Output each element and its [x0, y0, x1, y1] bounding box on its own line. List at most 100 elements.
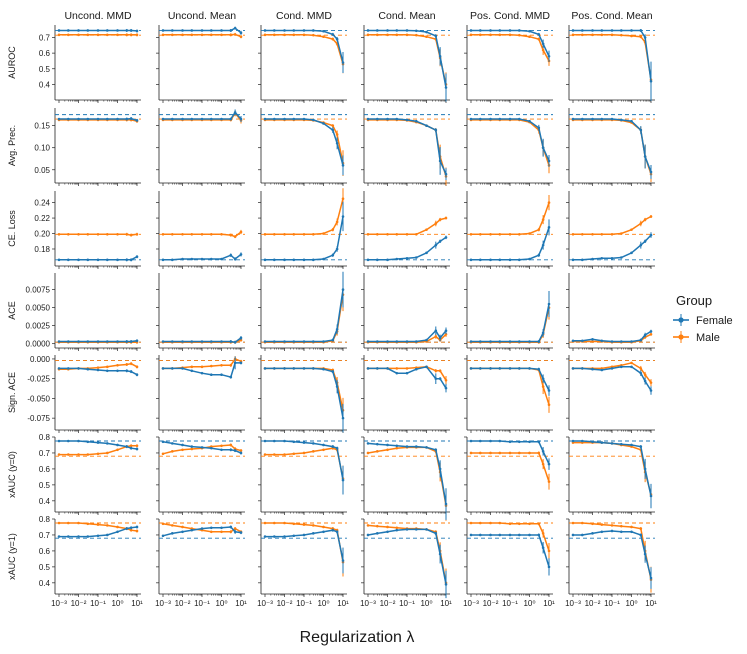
data-point-female — [528, 367, 531, 370]
data-point-female — [331, 370, 335, 373]
panel-avg-prec-pos-cond-mean — [566, 108, 655, 186]
data-point-male — [335, 133, 339, 136]
data-point-female — [415, 256, 418, 259]
series-line-female — [59, 256, 138, 261]
series-line-female — [368, 365, 447, 389]
data-point-male — [649, 381, 653, 384]
data-point-female — [106, 369, 109, 373]
panel-avg-prec-cond-mean — [361, 108, 450, 186]
x-tick-label: 10⁻¹ — [296, 599, 312, 608]
data-point-female — [220, 117, 223, 121]
panel-xauc-y-1-pos-cond-mean: 10⁻³ 10⁻² 10⁻¹ 10⁰ 10¹ — [565, 518, 657, 608]
data-point-female — [438, 239, 442, 243]
data-point-female — [434, 329, 438, 332]
data-point-female — [537, 340, 541, 343]
data-point-male — [508, 451, 512, 455]
data-point-male — [591, 522, 594, 526]
data-point-female — [537, 367, 541, 371]
data-point-female — [125, 117, 129, 121]
data-point-male — [263, 33, 267, 37]
data-point-female — [528, 119, 531, 123]
data-point-female — [200, 257, 204, 261]
data-point-female — [239, 253, 243, 256]
data-point-male — [498, 451, 502, 455]
x-tick-label: 10⁰ — [111, 599, 123, 608]
data-point-male — [129, 444, 133, 448]
data-point-male — [469, 521, 473, 525]
data-point-male — [610, 524, 614, 527]
y-tick-label: 0.0000 — [26, 340, 51, 349]
data-point-female — [547, 226, 551, 229]
data-point-male — [541, 48, 545, 52]
data-point-female — [341, 559, 345, 562]
data-point-female — [292, 29, 296, 32]
data-point-female — [518, 367, 521, 370]
series-line-male — [59, 119, 138, 122]
data-point-female — [229, 448, 233, 452]
data-point-male — [233, 527, 237, 530]
data-point-male — [438, 369, 442, 373]
data-point-female — [77, 439, 80, 443]
data-point-male — [67, 232, 70, 236]
data-point-female — [444, 583, 448, 586]
panel-ace-uncond-mean — [156, 273, 245, 351]
data-point-female — [341, 61, 345, 64]
data-point-female — [77, 29, 80, 32]
data-point-male — [498, 521, 502, 525]
data-point-female — [415, 367, 418, 371]
data-point-female — [292, 440, 296, 444]
series-line-female — [368, 118, 447, 175]
row-label-xauc-y-1: xAUC (y=1) — [7, 533, 17, 580]
data-point-male — [273, 521, 276, 525]
data-point-female — [518, 533, 521, 537]
panel-sign-ace-uncond-mmd: 0.000 -0.025 -0.050 -0.075 — [27, 355, 141, 433]
panel-ace-cond-mean — [361, 273, 450, 351]
data-point-female — [181, 257, 184, 261]
data-point-female — [444, 329, 448, 332]
data-point-male — [161, 232, 165, 236]
series-line-male — [471, 307, 550, 343]
data-point-female — [643, 467, 647, 471]
data-point-female — [335, 446, 339, 450]
data-point-female — [190, 117, 194, 121]
row-label-auroc: AUROC — [7, 46, 17, 79]
series-line-male — [265, 447, 344, 479]
data-point-male — [547, 549, 551, 553]
data-point-female — [434, 377, 438, 380]
data-point-female — [386, 443, 389, 447]
data-point-female — [181, 443, 184, 447]
data-point-female — [630, 119, 633, 123]
y-tick-label: -0.075 — [27, 414, 50, 423]
data-point-female — [518, 258, 521, 262]
series-line-male — [368, 119, 447, 177]
y-tick-label: 0.8 — [39, 515, 51, 524]
y-tick-label: -0.025 — [27, 375, 50, 384]
data-point-female — [210, 526, 213, 530]
data-point-male — [395, 526, 399, 530]
panel-avg-prec-uncond-mmd: 0.15 0.10 0.05 — [34, 108, 141, 186]
y-tick-label: 0.0050 — [26, 304, 51, 313]
y-tick-label: 0.4 — [39, 80, 51, 89]
data-point-female — [547, 159, 551, 163]
data-point-female — [302, 533, 306, 537]
y-tick-label: 0.18 — [34, 245, 50, 254]
data-point-male — [620, 232, 623, 235]
data-point-male — [643, 373, 647, 377]
panel-xauc-y-0-cond-mmd — [258, 436, 347, 515]
data-point-female — [434, 532, 438, 535]
data-point-female — [283, 258, 286, 262]
panel-auroc-uncond-mmd: 0.7 0.6 0.5 0.4 — [39, 25, 141, 103]
data-point-female — [341, 416, 345, 420]
data-point-female — [537, 253, 541, 257]
x-tick-label: 10⁻³ — [155, 599, 171, 608]
data-point-female — [190, 528, 194, 532]
legend-female-label: Female — [696, 315, 733, 327]
data-point-female — [469, 29, 473, 32]
data-point-male — [67, 33, 70, 37]
data-point-female — [220, 257, 223, 261]
data-point-male — [312, 33, 315, 37]
data-point-male — [302, 523, 306, 526]
data-point-male — [386, 232, 389, 236]
data-point-female — [77, 117, 80, 121]
data-point-male — [135, 232, 139, 236]
